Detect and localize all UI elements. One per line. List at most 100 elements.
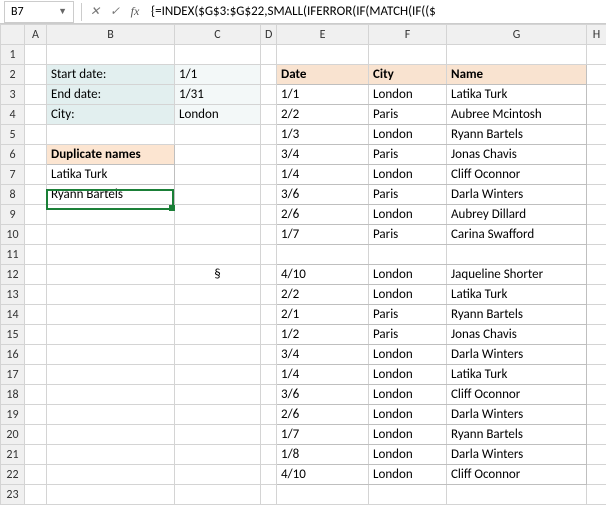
cell[interactable]: [587, 105, 606, 125]
cell[interactable]: [25, 65, 47, 85]
cell[interactable]: London: [369, 345, 447, 365]
cell[interactable]: [175, 445, 261, 465]
cell[interactable]: Latika Turk: [447, 365, 587, 385]
cell[interactable]: [47, 45, 175, 65]
cell[interactable]: Paris: [369, 325, 447, 345]
cell[interactable]: Jaqueline Shorter: [447, 265, 587, 285]
cell[interactable]: [261, 425, 277, 445]
cell[interactable]: Name: [447, 65, 587, 85]
cell[interactable]: [587, 345, 606, 365]
cell[interactable]: [587, 305, 606, 325]
cell[interactable]: 1/1: [175, 65, 261, 85]
cell[interactable]: [261, 65, 277, 85]
cell[interactable]: [261, 205, 277, 225]
row-header[interactable]: 12: [1, 265, 25, 285]
cell[interactable]: 1/2: [277, 325, 369, 345]
cell[interactable]: 4/10: [277, 265, 369, 285]
cell[interactable]: 1/7: [277, 425, 369, 445]
cell[interactable]: [261, 165, 277, 185]
cell[interactable]: [277, 45, 369, 65]
cell[interactable]: Aubree Mcintosh: [447, 105, 587, 125]
cell[interactable]: [47, 485, 175, 505]
cell[interactable]: [175, 165, 261, 185]
cell[interactable]: Ryann Bartels: [447, 425, 587, 445]
cell[interactable]: [25, 205, 47, 225]
cell[interactable]: Paris: [369, 225, 447, 245]
cell[interactable]: [25, 425, 47, 445]
cell[interactable]: [261, 265, 277, 285]
row-header[interactable]: 21: [1, 445, 25, 465]
cell[interactable]: City: [369, 65, 447, 85]
cell[interactable]: [25, 365, 47, 385]
cell[interactable]: 2/6: [277, 405, 369, 425]
cell[interactable]: [261, 245, 277, 265]
col-header[interactable]: E: [277, 25, 369, 45]
cell[interactable]: [587, 245, 606, 265]
cell[interactable]: Jonas Chavis: [447, 145, 587, 165]
row-header[interactable]: 2: [1, 65, 25, 85]
cell[interactable]: [47, 405, 175, 425]
formula-input[interactable]: {=INDEX($G$3:$G$22,SMALL(IFERROR(IF(MATC…: [145, 1, 606, 23]
cell[interactable]: [261, 345, 277, 365]
cell[interactable]: [587, 285, 606, 305]
cell[interactable]: [25, 85, 47, 105]
col-header[interactable]: B: [47, 25, 175, 45]
cell[interactable]: [25, 185, 47, 205]
spreadsheet-grid[interactable]: A B C D E F G H 12Start date:1/1DateCity…: [0, 24, 606, 505]
cell[interactable]: London: [369, 445, 447, 465]
cell[interactable]: [277, 245, 369, 265]
row-header[interactable]: 1: [1, 45, 25, 65]
cell[interactable]: [587, 365, 606, 385]
cell[interactable]: [261, 325, 277, 345]
cell[interactable]: [175, 385, 261, 405]
cell[interactable]: [587, 165, 606, 185]
cell[interactable]: [261, 305, 277, 325]
row-header[interactable]: 15: [1, 325, 25, 345]
col-header[interactable]: F: [369, 25, 447, 45]
cell[interactable]: [261, 185, 277, 205]
row-header[interactable]: 16: [1, 345, 25, 365]
cell[interactable]: Darla Winters: [447, 345, 587, 365]
cell[interactable]: Ryann Bartels: [447, 125, 587, 145]
select-all-cell[interactable]: [1, 25, 25, 45]
cell[interactable]: [261, 465, 277, 485]
cell[interactable]: [47, 265, 175, 285]
cell[interactable]: [369, 45, 447, 65]
cell[interactable]: [447, 245, 587, 265]
cell[interactable]: [47, 345, 175, 365]
cell[interactable]: 1/31: [175, 85, 261, 105]
cancel-icon[interactable]: ✕: [87, 4, 103, 20]
cell[interactable]: Cliff Oconnor: [447, 465, 587, 485]
cell[interactable]: [175, 405, 261, 425]
cell[interactable]: [25, 105, 47, 125]
cell[interactable]: [261, 125, 277, 145]
cell[interactable]: Paris: [369, 145, 447, 165]
cell[interactable]: [587, 125, 606, 145]
cell[interactable]: Duplicate names: [47, 145, 175, 165]
cell[interactable]: [175, 45, 261, 65]
cell[interactable]: London: [175, 105, 261, 125]
cell[interactable]: [587, 225, 606, 245]
cell[interactable]: 4/10: [277, 465, 369, 485]
fx-icon[interactable]: fx: [127, 4, 143, 20]
cell[interactable]: London: [369, 165, 447, 185]
cell[interactable]: [25, 325, 47, 345]
cell[interactable]: [369, 485, 447, 505]
cell[interactable]: [261, 105, 277, 125]
cell[interactable]: Cliff Oconnor: [447, 385, 587, 405]
cell[interactable]: [261, 365, 277, 385]
cell[interactable]: [25, 345, 47, 365]
cell[interactable]: 1/1: [277, 85, 369, 105]
row-header[interactable]: 10: [1, 225, 25, 245]
cell[interactable]: [175, 125, 261, 145]
cell[interactable]: 1/7: [277, 225, 369, 245]
name-box[interactable]: B7 ▼: [4, 1, 74, 23]
row-header[interactable]: 5: [1, 125, 25, 145]
chevron-down-icon[interactable]: ▼: [58, 6, 67, 17]
cell[interactable]: [587, 85, 606, 105]
row-header[interactable]: 4: [1, 105, 25, 125]
cell[interactable]: London: [369, 205, 447, 225]
cell[interactable]: End date:: [47, 85, 175, 105]
cell[interactable]: [175, 185, 261, 205]
cell[interactable]: [175, 305, 261, 325]
